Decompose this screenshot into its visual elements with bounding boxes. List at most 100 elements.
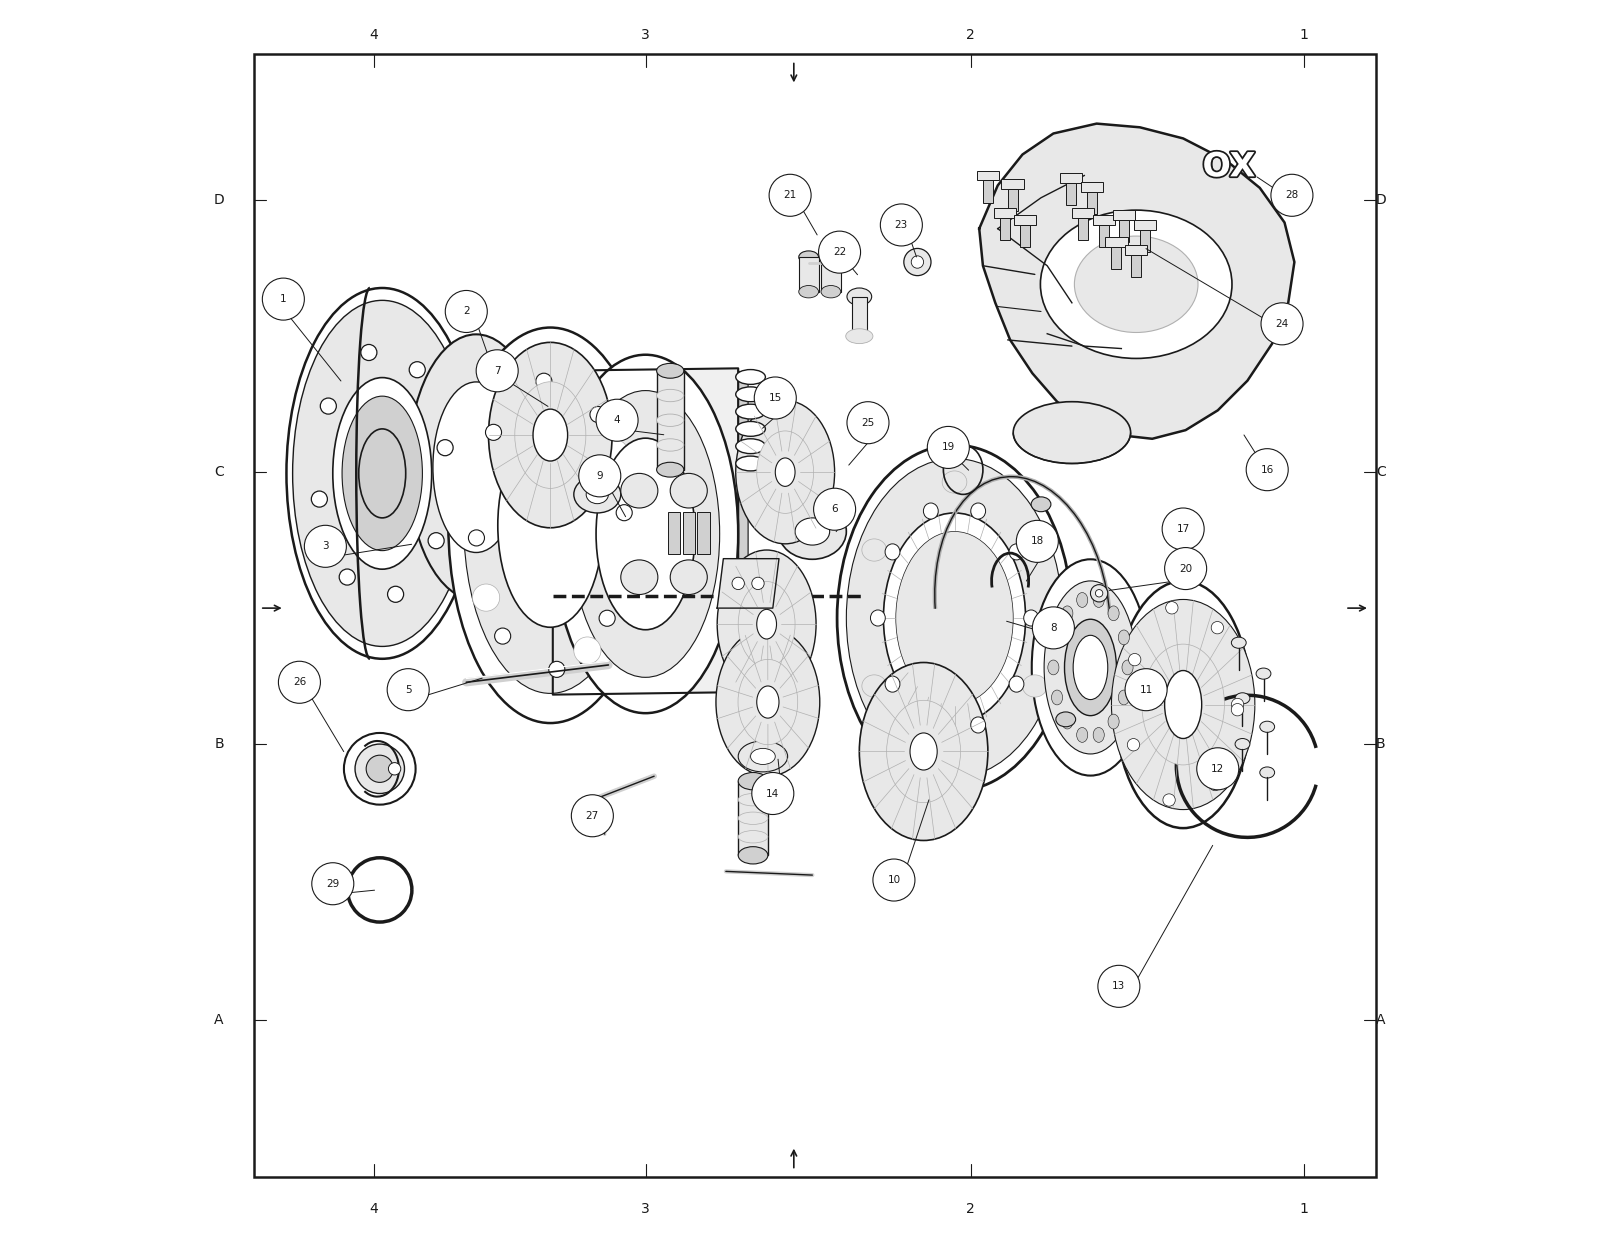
Ellipse shape (798, 286, 819, 298)
Ellipse shape (846, 402, 890, 444)
Ellipse shape (942, 471, 966, 493)
Ellipse shape (738, 847, 768, 864)
Text: 1: 1 (1299, 27, 1309, 42)
Ellipse shape (1093, 592, 1104, 607)
Ellipse shape (586, 486, 608, 504)
Ellipse shape (485, 424, 501, 440)
Bar (1093, 215, 1115, 225)
Text: 11: 11 (1139, 685, 1152, 695)
Ellipse shape (1112, 599, 1254, 810)
Text: 22: 22 (834, 247, 846, 257)
Ellipse shape (477, 350, 518, 392)
Text: C: C (1376, 465, 1386, 480)
Ellipse shape (590, 407, 606, 423)
Text: 5: 5 (405, 685, 411, 695)
Ellipse shape (1109, 606, 1118, 620)
Ellipse shape (469, 530, 485, 546)
Ellipse shape (1077, 592, 1088, 607)
Bar (1139, 230, 1150, 252)
Ellipse shape (874, 859, 915, 901)
Ellipse shape (344, 733, 416, 805)
Ellipse shape (1165, 548, 1206, 590)
Ellipse shape (1270, 174, 1314, 216)
Ellipse shape (574, 637, 602, 664)
Ellipse shape (752, 772, 794, 815)
Ellipse shape (736, 387, 765, 402)
Ellipse shape (656, 414, 683, 426)
Ellipse shape (515, 382, 586, 488)
Ellipse shape (488, 342, 613, 528)
Bar (1078, 218, 1088, 240)
Ellipse shape (883, 513, 1026, 723)
Bar (1112, 210, 1134, 220)
Bar (1000, 218, 1010, 240)
Ellipse shape (715, 628, 819, 776)
Ellipse shape (304, 525, 346, 567)
Text: 20: 20 (1179, 564, 1192, 574)
Text: 24: 24 (1275, 319, 1288, 329)
Text: OX: OX (1205, 152, 1253, 182)
Ellipse shape (293, 300, 472, 646)
Text: 1: 1 (280, 294, 286, 304)
Text: 28: 28 (1285, 190, 1299, 200)
Ellipse shape (910, 733, 938, 770)
Ellipse shape (602, 440, 629, 467)
Bar (982, 180, 994, 203)
Bar (994, 208, 1016, 218)
Ellipse shape (597, 399, 638, 441)
Text: D: D (1376, 193, 1386, 208)
Ellipse shape (1098, 965, 1139, 1007)
Ellipse shape (1032, 559, 1149, 776)
Ellipse shape (1040, 210, 1232, 358)
Ellipse shape (798, 251, 819, 263)
Ellipse shape (928, 426, 970, 468)
Ellipse shape (1062, 714, 1074, 729)
Ellipse shape (597, 439, 694, 630)
Bar (1118, 220, 1128, 242)
Ellipse shape (464, 357, 637, 693)
Ellipse shape (312, 863, 354, 905)
Ellipse shape (862, 539, 886, 561)
Ellipse shape (1211, 622, 1224, 634)
Ellipse shape (846, 459, 1062, 777)
Ellipse shape (904, 248, 931, 276)
Ellipse shape (813, 488, 856, 530)
Ellipse shape (1235, 693, 1250, 705)
Ellipse shape (1122, 660, 1133, 675)
Text: 7: 7 (494, 366, 501, 376)
Text: 2: 2 (966, 27, 974, 42)
Text: 6: 6 (832, 504, 838, 514)
Ellipse shape (656, 363, 683, 378)
Text: 27: 27 (586, 811, 598, 821)
Bar (698, 512, 710, 554)
Ellipse shape (437, 440, 453, 456)
Ellipse shape (1259, 722, 1275, 732)
Ellipse shape (837, 445, 1072, 791)
Ellipse shape (942, 743, 966, 765)
Ellipse shape (923, 717, 938, 733)
Ellipse shape (333, 378, 432, 569)
Ellipse shape (621, 560, 658, 595)
Bar (667, 512, 680, 554)
Ellipse shape (1246, 449, 1288, 491)
Bar (1080, 182, 1102, 192)
Text: 18: 18 (1030, 536, 1043, 546)
Ellipse shape (1261, 303, 1302, 345)
Text: 29: 29 (326, 879, 339, 889)
Ellipse shape (536, 373, 552, 389)
Ellipse shape (1128, 739, 1139, 751)
Text: 3: 3 (642, 1201, 650, 1216)
Ellipse shape (736, 400, 835, 544)
Ellipse shape (736, 439, 765, 454)
Ellipse shape (1010, 676, 1024, 692)
Ellipse shape (366, 755, 394, 782)
Ellipse shape (912, 256, 923, 268)
Ellipse shape (896, 531, 1013, 705)
Bar (1134, 220, 1155, 230)
Text: C: C (214, 465, 224, 480)
Ellipse shape (434, 382, 520, 552)
Ellipse shape (1235, 739, 1250, 749)
Ellipse shape (736, 456, 765, 471)
Ellipse shape (870, 611, 885, 627)
Text: A: A (1376, 1012, 1386, 1027)
